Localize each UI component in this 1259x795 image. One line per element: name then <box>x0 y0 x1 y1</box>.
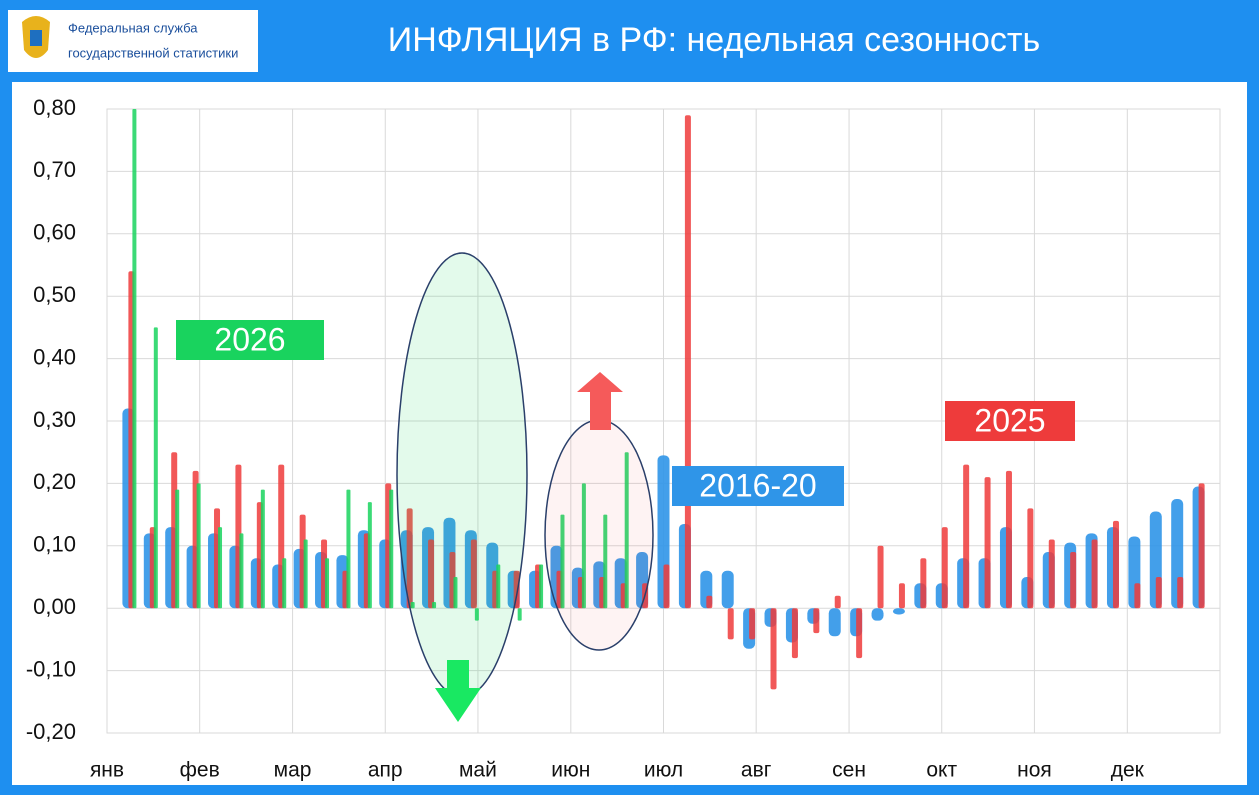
emblem <box>22 16 50 58</box>
bar <box>470 539 477 609</box>
bar <box>175 489 180 609</box>
y-tick-label: 0,10 <box>33 532 76 557</box>
x-tick-label: июн <box>551 759 590 782</box>
bar <box>920 558 927 609</box>
bar <box>560 514 565 609</box>
bar <box>892 608 905 615</box>
y-tick-label: -0,10 <box>26 656 76 681</box>
bar <box>410 601 415 609</box>
x-tick-label: окт <box>926 759 957 782</box>
bar <box>1091 539 1098 609</box>
bar <box>132 109 137 609</box>
bar <box>367 502 372 609</box>
org-line: Федеральная служба <box>68 20 198 35</box>
page-title: ИНФЛЯЦИЯ в РФ: недельная сезонность <box>388 21 1040 59</box>
x-tick-label: май <box>459 759 497 782</box>
bar <box>239 533 244 609</box>
bar <box>496 564 501 609</box>
legend-box <box>672 466 844 506</box>
bar <box>706 595 713 609</box>
y-tick-label: 0,00 <box>33 594 76 619</box>
x-tick-label: июл <box>644 759 683 782</box>
annotation-shapes <box>396 252 654 722</box>
bar <box>282 558 287 609</box>
bar <box>303 539 308 609</box>
logo-box <box>8 10 258 72</box>
bar <box>325 558 330 609</box>
bar <box>196 483 201 609</box>
bar <box>389 489 394 609</box>
bar <box>984 477 991 609</box>
bar <box>834 595 841 609</box>
y-tick-label: 0,30 <box>33 407 76 432</box>
bar <box>770 608 777 690</box>
bar <box>1070 552 1077 609</box>
bar <box>1112 520 1119 609</box>
y-tick-label: 0,40 <box>33 344 76 369</box>
bar <box>517 608 522 621</box>
y-tick-label: 0,50 <box>33 282 76 307</box>
bar <box>1177 577 1184 609</box>
bar <box>813 608 820 634</box>
plot: 0,80 0,70 0,60 0,50 0,40 0,30 0,20 0,10 0,00 -0,1… <box>26 95 1221 782</box>
legend-label: 2025 <box>974 402 1045 438</box>
bar <box>877 545 884 609</box>
bar <box>218 527 223 609</box>
x-tick-label: сен <box>832 759 866 782</box>
y-tick-label: 0,60 <box>33 220 76 245</box>
bar <box>1134 583 1141 609</box>
bar <box>260 489 265 609</box>
bar <box>1048 539 1055 609</box>
bar <box>581 483 586 609</box>
bar <box>474 608 479 621</box>
x-tick-label: авг <box>741 759 772 782</box>
bar <box>346 489 351 609</box>
bar <box>856 608 863 659</box>
x-tick-label: ноя <box>1017 759 1052 782</box>
y-tick-label: 0,80 <box>33 95 76 120</box>
y-tick-label: 0,70 <box>33 157 76 182</box>
bar <box>1198 483 1205 609</box>
bar <box>898 583 905 609</box>
bar <box>432 601 437 609</box>
x-tick-label: янв <box>90 759 124 782</box>
legend-label: 2026 <box>214 321 285 357</box>
bar <box>453 577 458 609</box>
bar <box>1155 577 1162 609</box>
x-tick-label: апр <box>368 759 403 782</box>
bar <box>871 608 884 621</box>
bar <box>963 464 970 609</box>
bar <box>153 327 158 609</box>
bar <box>663 564 670 609</box>
bar <box>1027 508 1034 609</box>
bar <box>624 452 629 609</box>
x-tick-label: мар <box>274 759 312 782</box>
legend-box <box>945 401 1075 441</box>
bar <box>749 608 756 640</box>
bar <box>406 508 413 609</box>
bar <box>603 514 608 609</box>
bar <box>727 608 734 640</box>
bar <box>941 527 948 609</box>
bar <box>428 539 435 609</box>
legend-box <box>176 320 324 360</box>
legend-label: 2016-20 <box>699 467 816 503</box>
org-line: государственной статистики <box>68 45 238 60</box>
bar <box>791 608 798 659</box>
x-tick-label: фев <box>180 759 220 782</box>
x-tick-label: дек <box>1111 759 1145 782</box>
y-tick-label: 0,20 <box>33 469 76 494</box>
bar <box>513 570 520 609</box>
bar <box>1005 470 1012 609</box>
bar <box>721 570 734 609</box>
bar <box>539 564 544 609</box>
bar <box>684 115 691 609</box>
bar <box>828 608 841 637</box>
y-tick-label: -0,20 <box>26 719 76 744</box>
